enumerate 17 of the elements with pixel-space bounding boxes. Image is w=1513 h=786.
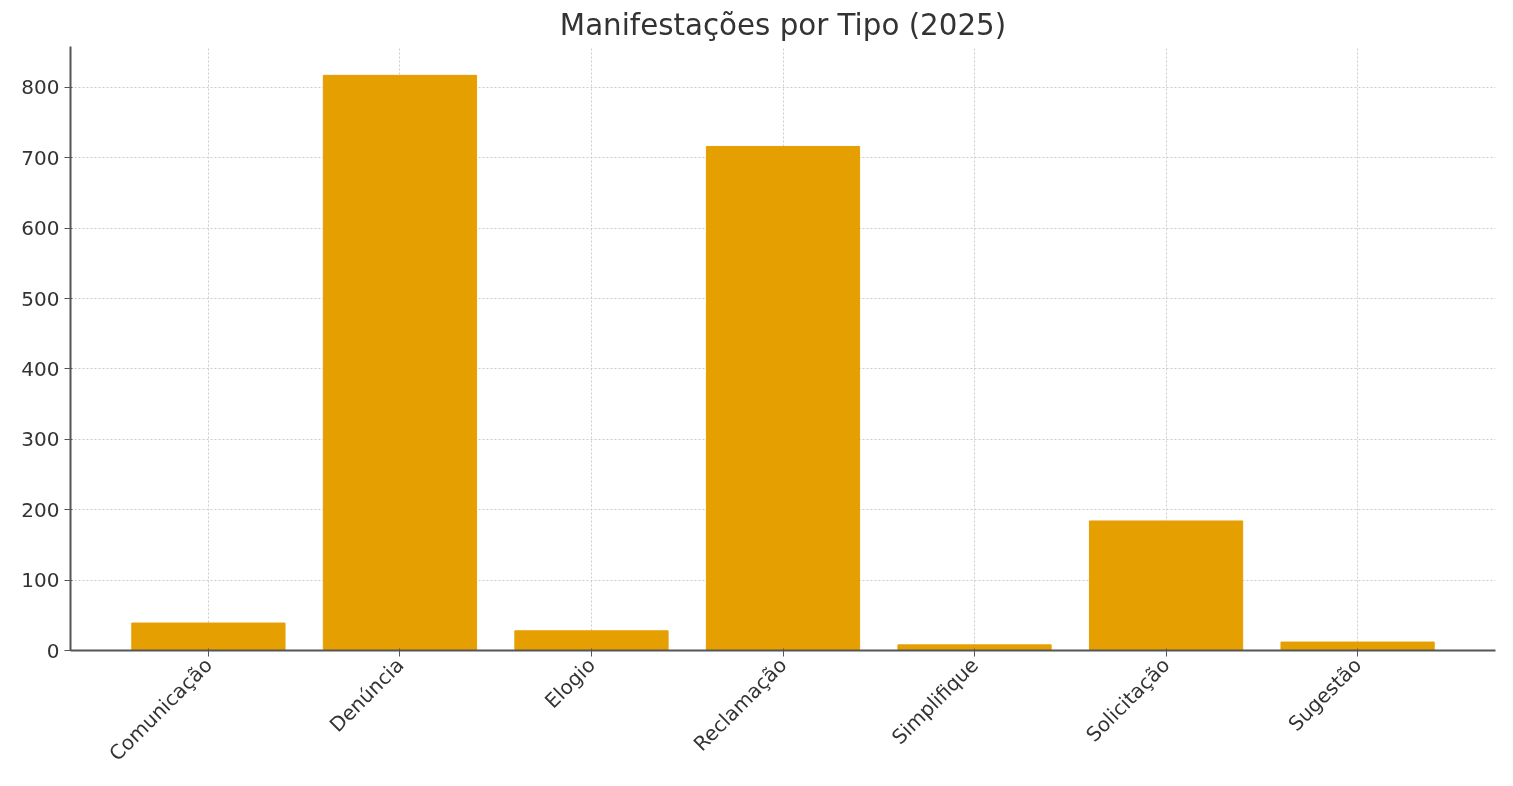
y-tick-label: 700 <box>21 145 60 170</box>
bar <box>322 74 478 651</box>
chart-title: Manifestações por Tipo (2025) <box>559 7 1007 42</box>
y-tick-label: 300 <box>21 427 60 452</box>
y-tick-label: 600 <box>21 216 60 241</box>
y-tick-label: 500 <box>21 286 60 311</box>
y-tick-label: 0 <box>46 638 60 663</box>
bar <box>1280 641 1435 651</box>
y-tick-label: 800 <box>21 75 60 100</box>
y-tick-label: 400 <box>21 356 60 381</box>
y-tick-label: 100 <box>21 568 60 593</box>
y-tick-label: 200 <box>21 497 60 522</box>
bar <box>514 630 669 651</box>
bar <box>897 644 1052 651</box>
bar <box>131 622 286 651</box>
bar <box>705 145 861 651</box>
bar <box>1088 520 1244 651</box>
